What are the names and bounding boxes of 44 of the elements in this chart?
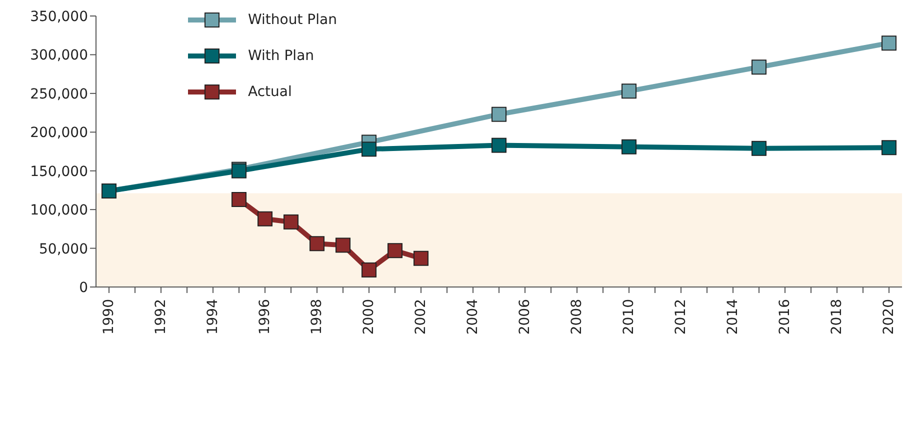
point — [258, 211, 272, 226]
legend-label: Actual — [248, 84, 292, 100]
y-tick-label: 250,000 — [30, 86, 88, 102]
y-tick-label: 300,000 — [30, 48, 88, 64]
x-tick-label: 2012 — [672, 299, 689, 335]
y-tick-label: 0 — [79, 280, 88, 296]
point — [336, 238, 350, 253]
point — [284, 214, 298, 230]
x-tick-label: 2002 — [412, 299, 429, 335]
legend-label: With Plan — [248, 48, 314, 64]
x-tick-label: 2000 — [360, 299, 377, 335]
point — [882, 36, 896, 51]
x-tick-label: 2008 — [568, 299, 585, 335]
point — [388, 243, 402, 258]
x-tick-label: 1990 — [100, 299, 117, 335]
point — [414, 250, 428, 266]
point — [362, 142, 376, 157]
point — [752, 140, 766, 156]
x-tick-label: 2010 — [620, 299, 637, 335]
x-tick-label: 1994 — [204, 298, 221, 335]
point — [362, 262, 376, 278]
x-tick-label: 2018 — [828, 299, 845, 335]
legend-label: Without Plan — [248, 12, 337, 28]
x-tick-label: 2004 — [464, 298, 481, 335]
x-tick-label: 1992 — [152, 299, 169, 335]
x-tick-label: 2006 — [516, 298, 533, 335]
point — [882, 140, 896, 156]
y-tick-label: 150,000 — [30, 164, 88, 180]
y-tick-label: 50,000 — [39, 241, 88, 258]
point — [622, 84, 636, 99]
x-tick-label: 1996 — [256, 298, 273, 335]
x-tick-label: 2020 — [880, 299, 897, 335]
y-tick-label: 350,000 — [30, 8, 88, 25]
x-tick-label: 2016 — [776, 298, 793, 335]
x-tick-label: 1998 — [308, 299, 325, 335]
y-tick-label: 200,000 — [30, 125, 88, 142]
point — [622, 139, 636, 154]
point — [232, 192, 246, 208]
point — [752, 60, 766, 75]
point — [492, 138, 506, 153]
y-tick-label: 100,000 — [30, 202, 88, 219]
point — [310, 236, 324, 252]
point — [492, 106, 506, 122]
x-tick-label: 2014 — [724, 298, 741, 335]
